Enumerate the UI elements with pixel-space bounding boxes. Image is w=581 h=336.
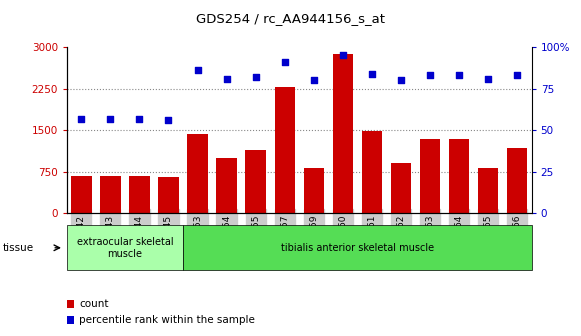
Bar: [187, 133, 208, 213]
Point: [367, 71, 376, 76]
Point: [193, 68, 202, 73]
Point: [396, 78, 406, 83]
Text: extraocular skeletal
muscle: extraocular skeletal muscle: [77, 237, 173, 259]
Text: GDS254 / rc_AA944156_s_at: GDS254 / rc_AA944156_s_at: [196, 12, 385, 25]
Text: percentile rank within the sample: percentile rank within the sample: [79, 315, 255, 325]
Bar: [420, 139, 440, 213]
Bar: [478, 168, 498, 213]
Point: [338, 53, 347, 58]
Point: [106, 116, 115, 121]
Point: [512, 73, 522, 78]
Bar: [449, 139, 469, 213]
Bar: [158, 177, 178, 213]
Point: [164, 118, 173, 123]
Point: [425, 73, 435, 78]
Text: tissue: tissue: [3, 243, 34, 253]
Bar: [303, 168, 324, 213]
Point: [135, 116, 144, 121]
Bar: [361, 131, 382, 213]
Text: count: count: [79, 299, 109, 309]
Point: [251, 74, 260, 80]
Bar: [333, 54, 353, 213]
Bar: [130, 176, 150, 213]
Text: tibialis anterior skeletal muscle: tibialis anterior skeletal muscle: [281, 243, 434, 253]
Bar: [275, 87, 295, 213]
Point: [454, 73, 464, 78]
Point: [222, 76, 231, 81]
Bar: [100, 176, 121, 213]
Bar: [390, 164, 411, 213]
Bar: [246, 150, 266, 213]
Point: [77, 116, 86, 121]
Bar: [71, 176, 92, 213]
Bar: [507, 148, 528, 213]
Point: [309, 78, 318, 83]
Point: [483, 76, 493, 81]
Point: [280, 59, 289, 65]
Bar: [217, 158, 237, 213]
